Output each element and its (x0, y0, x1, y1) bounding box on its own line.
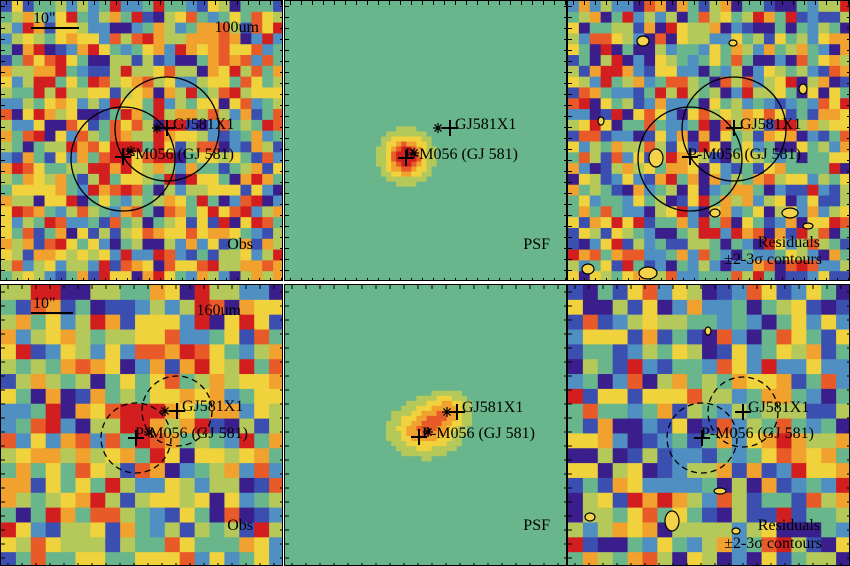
obs-map-160um (1, 285, 282, 565)
axis-ticks (1, 285, 282, 565)
marker-secondary-plus (169, 403, 185, 419)
marker-secondary-plus (442, 120, 458, 136)
marker-primary-plus (128, 430, 144, 446)
marker-secondary-star (152, 123, 162, 133)
kind-label: PSF (523, 236, 550, 253)
label-primary: P-M056 (GJ 581) (135, 425, 248, 442)
contours-label: ±2-3σ contours (724, 535, 822, 552)
marker-primary-star (423, 427, 433, 437)
marker-secondary-star (442, 407, 452, 417)
label-primary: P-M056 (GJ 581) (701, 425, 814, 442)
panel-bottom-mid-image: GJ581X1 P-M056 (GJ 581) PSF (285, 285, 566, 565)
aperture-secondary (114, 76, 220, 182)
scalebar-label: 10" (33, 10, 56, 27)
panel-bottom-right-image: GJ581X1 P-M056 (GJ 581) Residuals±2-3σ con… (568, 285, 849, 565)
marker-secondary-plus (735, 404, 751, 420)
scalebar-label: 10" (33, 295, 56, 312)
aperture-secondary (707, 376, 779, 448)
marker-primary-star (126, 146, 136, 156)
marker-secondary-star (433, 123, 443, 133)
label-secondary: GJ581X1 (173, 116, 234, 133)
label-secondary: GJ581X1 (462, 399, 523, 416)
panel-bottom-mid: GJ581X1 P-M056 (GJ 581) PSF (284, 284, 567, 566)
panel-bottom-right: GJ581X1 P-M056 (GJ 581) Residuals ±2-3σ con… (567, 284, 850, 566)
kind-label: Obs (227, 236, 253, 253)
panel-top-right-image: GJ581X1 P-M056 (GJ 581) Residuals±2-3σ con… (568, 1, 849, 280)
aperture-primary (666, 402, 738, 474)
axis-ticks (568, 285, 849, 565)
marker-secondary-star (160, 406, 170, 416)
panel-top-right: GJ581X1 P-M056 (GJ 581) Residuals ±2-3σ con… (567, 0, 850, 281)
contours-label: ±2-3σ contours (724, 251, 822, 268)
axis-ticks (285, 285, 566, 565)
axis-ticks (285, 1, 566, 280)
band-label: 160um (197, 302, 242, 319)
marker-primary-star (409, 148, 419, 158)
aperture-primary (637, 106, 743, 212)
residual-map-160um (568, 285, 849, 565)
marker-primary-plus (115, 149, 131, 165)
residual-contours (584, 326, 741, 535)
panel-bottom-left: GJ581X1 P-M056 (GJ 581) 160um Obs 10" (0, 284, 283, 566)
aperture-primary (100, 402, 172, 474)
aperture-secondary (141, 375, 213, 447)
label-primary: P-M056 (GJ 581) (405, 146, 518, 163)
label-secondary: GJ581X1 (182, 398, 243, 415)
label-secondary: GJ581X1 (748, 399, 809, 416)
band-label: 100um (215, 19, 260, 36)
kind-label: PSF (523, 517, 550, 534)
kind-label: Residuals (758, 234, 820, 251)
marker-primary-plus (411, 429, 427, 445)
aperture-secondary (681, 76, 787, 182)
panel-top-left-image: GJ581X1 P-M056 (GJ 581) 100um Obs 10" (1, 1, 282, 280)
label-secondary: GJ581X1 (740, 116, 801, 133)
marker-primary-plus (398, 150, 414, 166)
kind-label: Residuals (758, 517, 820, 534)
label-primary: P-M056 (GJ 581) (688, 146, 801, 163)
label-secondary: GJ581X1 (455, 116, 516, 133)
panel-bottom-left-image: GJ581X1 P-M056 (GJ 581) 160um Obs 10" (1, 285, 282, 565)
marker-primary-plus (682, 149, 698, 165)
obs-map-100um (1, 1, 282, 280)
residual-contours (581, 35, 814, 280)
panel-top-mid-image: GJ581X1 P-M056 (GJ 581) PSF (285, 1, 566, 280)
axis-ticks (568, 1, 849, 280)
marker-primary-plus (694, 430, 710, 446)
residual-map-100um (568, 1, 849, 280)
panel-top-left: GJ581X1 P-M056 (GJ 581) 100um Obs 10" (0, 0, 283, 281)
kind-label: Obs (227, 517, 253, 534)
panel-top-mid: GJ581X1 P-M056 (GJ 581) PSF (284, 0, 567, 281)
psf-map-100um (370, 121, 453, 193)
aperture-primary (70, 106, 176, 212)
marker-primary-star (144, 427, 154, 437)
axis-ticks (1, 1, 282, 280)
label-primary: P-M056 (GJ 581) (121, 146, 234, 163)
label-primary: P-M056 (GJ 581) (422, 425, 535, 442)
marker-secondary-plus (726, 120, 742, 136)
psf-map-160um (375, 385, 483, 467)
